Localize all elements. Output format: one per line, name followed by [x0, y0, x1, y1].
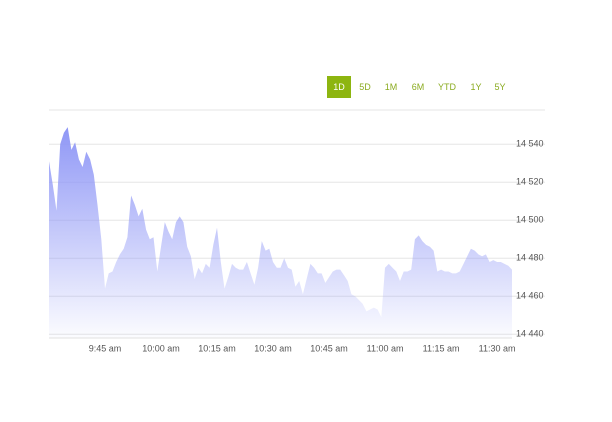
- range-button[interactable]: 1Y: [470, 82, 481, 92]
- x-tick-label: 10:15 am: [198, 343, 236, 353]
- range-button[interactable]: 1M: [385, 82, 398, 92]
- range-button[interactable]: 5D: [359, 82, 371, 92]
- x-tick-label: 10:30 am: [254, 343, 292, 353]
- x-tick-label: 10:00 am: [142, 343, 180, 353]
- x-tick-label: 10:45 am: [310, 343, 348, 353]
- x-tick-label: 11:30 am: [479, 343, 516, 353]
- y-tick-label: 14 500: [516, 215, 544, 225]
- range-button[interactable]: 6M: [412, 82, 425, 92]
- y-tick-label: 14 460: [516, 291, 544, 301]
- x-tick-label: 11:15 am: [423, 343, 460, 353]
- range-button[interactable]: 1D: [333, 82, 345, 92]
- x-tick-label: 11:00 am: [367, 343, 404, 353]
- range-button[interactable]: YTD: [438, 82, 457, 92]
- area: [49, 127, 512, 338]
- y-tick-label: 14 520: [516, 177, 544, 187]
- y-tick-label: 14 540: [516, 139, 544, 149]
- x-tick-label: 9:45 am: [89, 343, 122, 353]
- y-tick-label: 14 440: [516, 329, 544, 339]
- range-button-bg[interactable]: [327, 76, 351, 98]
- range-button[interactable]: 5Y: [494, 82, 505, 92]
- y-tick-label: 14 480: [516, 253, 544, 263]
